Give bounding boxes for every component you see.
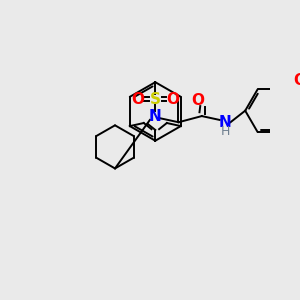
Text: O: O: [132, 92, 145, 106]
Text: O: O: [166, 92, 179, 106]
Text: S: S: [150, 92, 161, 106]
Text: N: N: [219, 115, 231, 130]
Text: N: N: [149, 109, 162, 124]
Text: O: O: [191, 93, 204, 108]
Text: O: O: [293, 73, 300, 88]
Text: H: H: [220, 125, 230, 138]
